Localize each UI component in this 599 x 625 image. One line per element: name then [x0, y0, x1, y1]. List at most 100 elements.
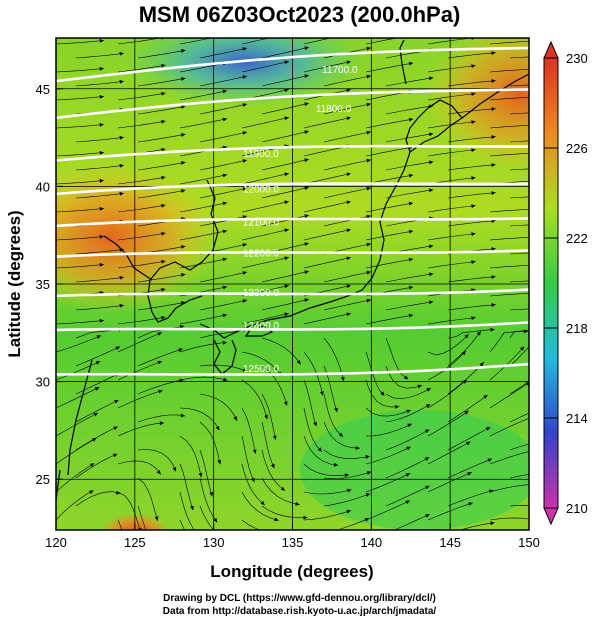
streamline-arrowhead — [534, 207, 538, 211]
streamline-arrowhead — [251, 477, 255, 483]
streamline — [447, 331, 482, 367]
streamline-arrowhead — [119, 135, 124, 140]
streamline — [489, 209, 529, 213]
streamline — [261, 159, 309, 171]
streamline-arrowhead — [284, 116, 289, 121]
streamline-arrowhead — [181, 49, 186, 53]
streamline-arrowhead — [548, 549, 552, 553]
streamline-arrowhead — [304, 270, 309, 275]
streamline — [385, 485, 430, 507]
streamline-arrowhead — [523, 329, 529, 334]
streamline — [56, 40, 104, 45]
streamline-arrowhead — [156, 470, 161, 475]
streamline — [447, 394, 488, 423]
streamline — [56, 96, 104, 101]
streamline-arrowhead — [491, 303, 496, 307]
streamline — [509, 504, 529, 507]
streamline — [117, 360, 163, 381]
streamline — [303, 61, 351, 73]
streamline — [303, 351, 324, 396]
streamline — [241, 257, 289, 269]
streamline — [261, 505, 308, 519]
streamline — [447, 52, 496, 59]
streamline — [179, 258, 228, 269]
streamline-arrowhead — [222, 173, 228, 178]
streamline — [489, 484, 529, 493]
streamline — [427, 350, 467, 381]
streamline-arrowhead — [119, 51, 124, 56]
streamline — [261, 271, 309, 283]
streamline-arrowhead — [534, 123, 538, 127]
streamline — [385, 273, 434, 283]
streamline-arrowhead — [119, 275, 124, 280]
streamline-arrowhead — [222, 89, 228, 94]
streamline-arrowhead — [346, 60, 351, 65]
colorbar-bottom-arrow — [543, 507, 559, 526]
contour-label: 11900.0 — [243, 149, 279, 160]
streamline-arrowhead — [260, 500, 265, 506]
streamline — [261, 131, 309, 143]
streamline-arrowhead — [222, 257, 228, 262]
streamline — [303, 379, 317, 427]
streamline-arrowhead — [534, 151, 538, 155]
streamline-arrowhead — [538, 331, 542, 335]
streamline — [365, 258, 414, 269]
streamline — [385, 403, 431, 423]
streamline — [199, 477, 218, 523]
streamline-arrowhead — [406, 409, 411, 414]
streamline — [394, 514, 430, 530]
streamline-arrowhead — [355, 446, 360, 450]
streamline — [137, 161, 186, 171]
streamline-arrowhead — [429, 244, 434, 249]
streamline — [365, 62, 414, 73]
streamline-arrowhead — [479, 362, 484, 367]
streamline — [199, 47, 248, 59]
streamline-arrowhead — [380, 391, 385, 396]
streamline-arrowhead — [304, 242, 309, 247]
streamline — [509, 280, 529, 283]
streamline — [261, 103, 309, 115]
streamline-arrowhead — [284, 88, 289, 93]
streamline-arrowhead — [225, 539, 229, 543]
streamline — [427, 261, 476, 269]
streamline-arrowhead — [429, 132, 434, 137]
streamline-arrowhead — [222, 117, 228, 122]
streamline-arrowhead — [161, 287, 166, 292]
streamline — [179, 174, 228, 185]
streamline — [323, 103, 371, 115]
streamline-arrowhead — [461, 351, 466, 356]
streamline — [137, 77, 186, 87]
streamline-arrowhead — [520, 346, 525, 351]
streamline-arrowhead — [534, 67, 538, 71]
streamline-arrowhead — [280, 486, 285, 491]
streamline — [489, 293, 529, 297]
streamline-arrowhead — [99, 178, 104, 183]
streamline-arrowhead — [346, 509, 351, 514]
streamline — [427, 379, 467, 409]
streamline-arrowhead — [242, 47, 247, 51]
streamline — [75, 249, 124, 255]
height-contour — [56, 362, 529, 376]
streamline-arrowhead — [284, 172, 289, 177]
streamline — [75, 137, 124, 143]
streamline — [323, 131, 371, 143]
streamline — [179, 376, 228, 381]
streamline-arrowhead — [313, 421, 317, 427]
streamline-arrowhead — [242, 187, 247, 191]
streamline-arrowhead — [284, 312, 289, 317]
streamline-arrowhead — [159, 421, 164, 426]
streamline-arrowhead — [346, 172, 351, 177]
streamline-arrowhead — [304, 186, 309, 191]
streamline — [385, 189, 434, 199]
streamline — [509, 112, 529, 115]
streamline-arrowhead — [161, 91, 166, 96]
streamline — [75, 81, 124, 87]
streamline-arrowhead — [365, 493, 371, 497]
streamline — [261, 215, 309, 227]
streamline — [56, 361, 101, 381]
streamline — [137, 133, 186, 143]
streamline-arrowhead — [395, 404, 400, 409]
streamline — [241, 491, 279, 521]
streamline-arrowhead — [242, 271, 247, 275]
streamline — [56, 180, 104, 185]
